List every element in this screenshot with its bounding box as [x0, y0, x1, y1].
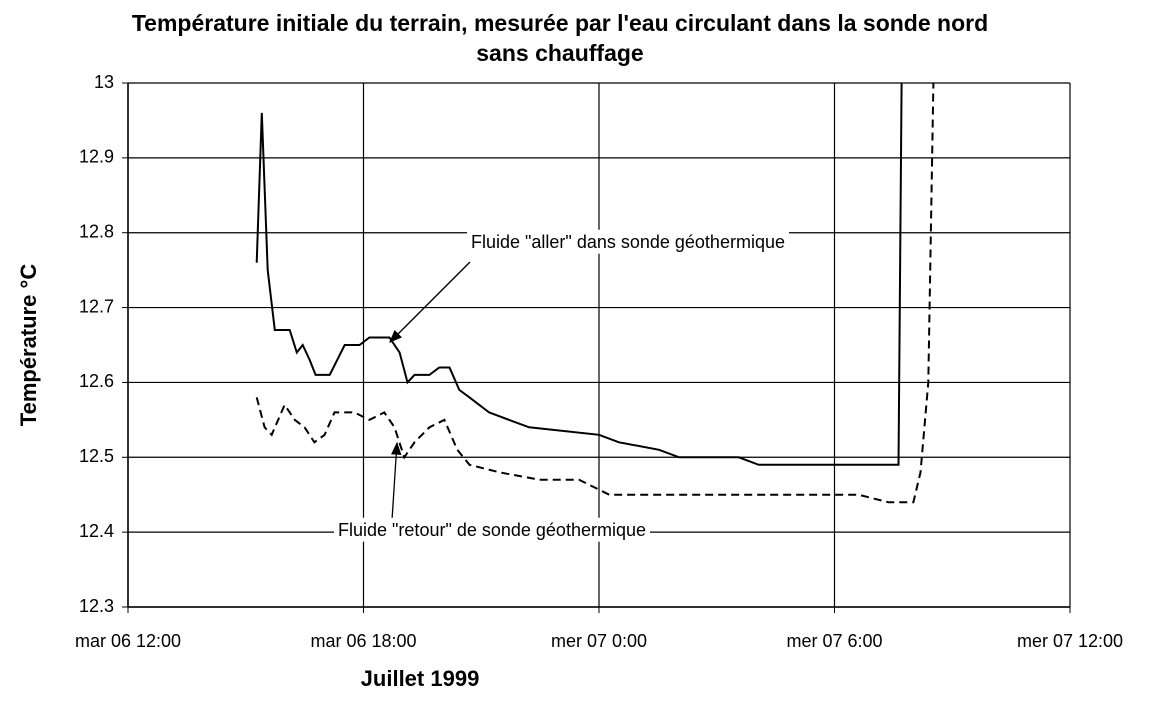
x-tick-label: mar 06 12:00: [75, 631, 181, 651]
x-tick-label: mar 06 18:00: [310, 631, 416, 651]
annotation-bg: [467, 229, 789, 254]
y-tick-label: 12.8: [79, 221, 114, 241]
y-tick-label: 12.6: [79, 371, 114, 391]
data-line: [255, 82, 935, 504]
y-tick-label: 12.5: [79, 446, 114, 466]
series-annotation: Fluide "aller" dans sonde géothermique: [471, 232, 785, 252]
data-line: [255, 82, 903, 466]
x-axis-label: Juillet 1999: [361, 666, 480, 691]
x-tick-label: mer 07 12:00: [1017, 631, 1123, 651]
y-tick-label: 13: [94, 72, 114, 92]
y-tick-label: 12.3: [79, 596, 114, 616]
annotation-arrow: [389, 261, 471, 343]
series-annotation: Fluide "retour" de sonde géothermique: [338, 520, 646, 540]
annotation-bg: [334, 517, 650, 542]
x-tick-label: mer 07 0:00: [551, 631, 647, 651]
y-tick-label: 12.4: [79, 521, 114, 541]
y-axis-label: Température °C: [16, 264, 41, 427]
y-tick-label: 12.9: [79, 147, 114, 167]
chart-title: Température initiale du terrain, mesurée…: [131, 10, 989, 66]
x-tick-label: mer 07 6:00: [786, 631, 882, 651]
y-tick-label: 12.7: [79, 296, 114, 316]
annotation-arrow: [391, 441, 402, 521]
